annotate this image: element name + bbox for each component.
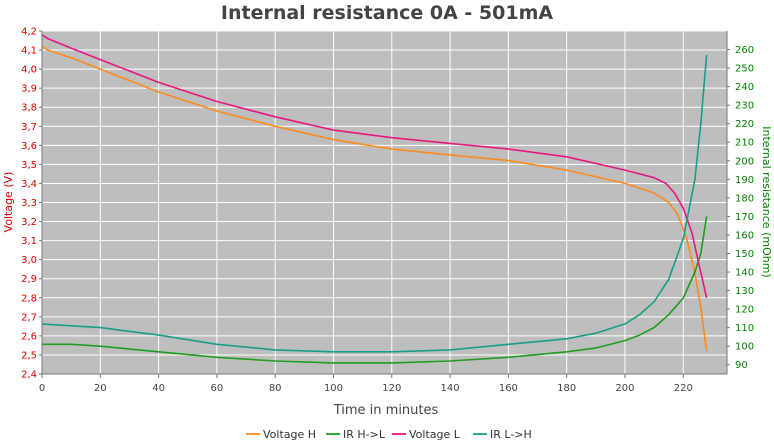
y-left-tick-label: 4,1 bbox=[21, 46, 37, 57]
y-left-axis-label: Voltage (V) bbox=[2, 172, 15, 233]
x-tick-label: 200 bbox=[615, 383, 634, 394]
y-left-tick-label: 3,7 bbox=[21, 122, 37, 133]
x-axis-ticks: 0 20 40 60 80 100 120 140 160 180 200 220 bbox=[39, 374, 693, 394]
grid bbox=[41, 30, 727, 375]
x-tick-label: 140 bbox=[441, 383, 460, 394]
series-line-ir-h-l bbox=[42, 216, 708, 364]
series-layer bbox=[41, 34, 708, 364]
x-tick-label: 40 bbox=[152, 383, 165, 394]
y-right-axis-ticks: 90 100 110 120 130 140 150 160 170 180 190 200 210 22… bbox=[727, 45, 754, 371]
y-left-tick-label: 2,4 bbox=[21, 370, 37, 381]
y-left-tick-label: 3,2 bbox=[21, 217, 37, 228]
y-right-tick-label: 100 bbox=[735, 342, 754, 353]
x-axis-label: Time in minutes bbox=[333, 403, 439, 418]
y-left-tick-label: 3,5 bbox=[21, 160, 37, 171]
y-left-tick-label: 2,7 bbox=[21, 312, 37, 323]
y-left-tick-label: 2,9 bbox=[21, 274, 37, 285]
y-left-tick-label: 2,5 bbox=[21, 350, 37, 361]
y-left-tick-label: 3,3 bbox=[21, 198, 37, 209]
x-tick-label: 160 bbox=[499, 383, 518, 394]
y-right-tick-label: 130 bbox=[735, 286, 754, 297]
x-tick-label: 80 bbox=[269, 383, 282, 394]
y-right-tick-label: 250 bbox=[735, 64, 754, 75]
x-tick-label: 0 bbox=[39, 383, 45, 394]
y-right-tick-label: 110 bbox=[735, 323, 754, 334]
y-left-tick-label: 3,0 bbox=[21, 255, 37, 266]
x-tick-label: 120 bbox=[382, 383, 401, 394]
y-right-tick-label: 220 bbox=[735, 119, 754, 130]
series-line-voltage-l bbox=[41, 34, 708, 298]
y-left-tick-label: 2,8 bbox=[21, 293, 37, 304]
y-left-tick-label: 3,4 bbox=[21, 179, 37, 190]
y-left-axis-ticks: 2,4 2,5 2,6 2,7 2,8 2,9 3,0 3,1 3,2 3,3 3,4 3,5 3,6 3… bbox=[21, 27, 42, 381]
x-tick-label: 180 bbox=[557, 383, 576, 394]
y-right-tick-label: 200 bbox=[735, 156, 754, 167]
x-tick-label: 220 bbox=[674, 383, 693, 394]
y-right-tick-label: 230 bbox=[735, 101, 754, 112]
legend-label: IR H->L bbox=[343, 428, 386, 441]
legend-label: Voltage H bbox=[263, 428, 316, 441]
y-left-tick-label: 4,2 bbox=[21, 27, 37, 38]
y-right-tick-label: 150 bbox=[735, 249, 754, 260]
y-right-tick-label: 90 bbox=[735, 360, 748, 371]
series-line-ir-l-h bbox=[41, 55, 708, 353]
legend-label: Voltage L bbox=[409, 428, 461, 441]
y-left-tick-label: 2,6 bbox=[21, 331, 37, 342]
y-right-tick-label: 210 bbox=[735, 138, 754, 149]
legend: Voltage H IR H->L Voltage L IR L->H bbox=[246, 428, 532, 441]
y-right-tick-label: 260 bbox=[735, 45, 754, 56]
y-right-tick-label: 120 bbox=[735, 305, 754, 316]
y-right-tick-label: 180 bbox=[735, 193, 754, 204]
y-right-tick-label: 140 bbox=[735, 268, 754, 279]
x-tick-label: 60 bbox=[211, 383, 224, 394]
y-right-tick-label: 190 bbox=[735, 175, 754, 186]
y-right-tick-label: 160 bbox=[735, 230, 754, 241]
y-right-axis-label: Internal resistance (mOhm) bbox=[760, 126, 773, 277]
x-tick-label: 20 bbox=[94, 383, 107, 394]
y-right-tick-label: 240 bbox=[735, 82, 754, 93]
y-left-tick-label: 4,0 bbox=[21, 65, 37, 76]
y-right-tick-label: 170 bbox=[735, 212, 754, 223]
y-left-tick-label: 3,1 bbox=[21, 236, 37, 247]
y-left-tick-label: 3,8 bbox=[21, 103, 37, 114]
y-left-tick-label: 3,9 bbox=[21, 84, 37, 95]
y-left-tick-label: 3,6 bbox=[21, 141, 37, 152]
legend-label: IR L->H bbox=[490, 428, 532, 441]
x-tick-label: 100 bbox=[324, 383, 343, 394]
chart-title: Internal resistance 0A - 501mA bbox=[221, 2, 553, 24]
